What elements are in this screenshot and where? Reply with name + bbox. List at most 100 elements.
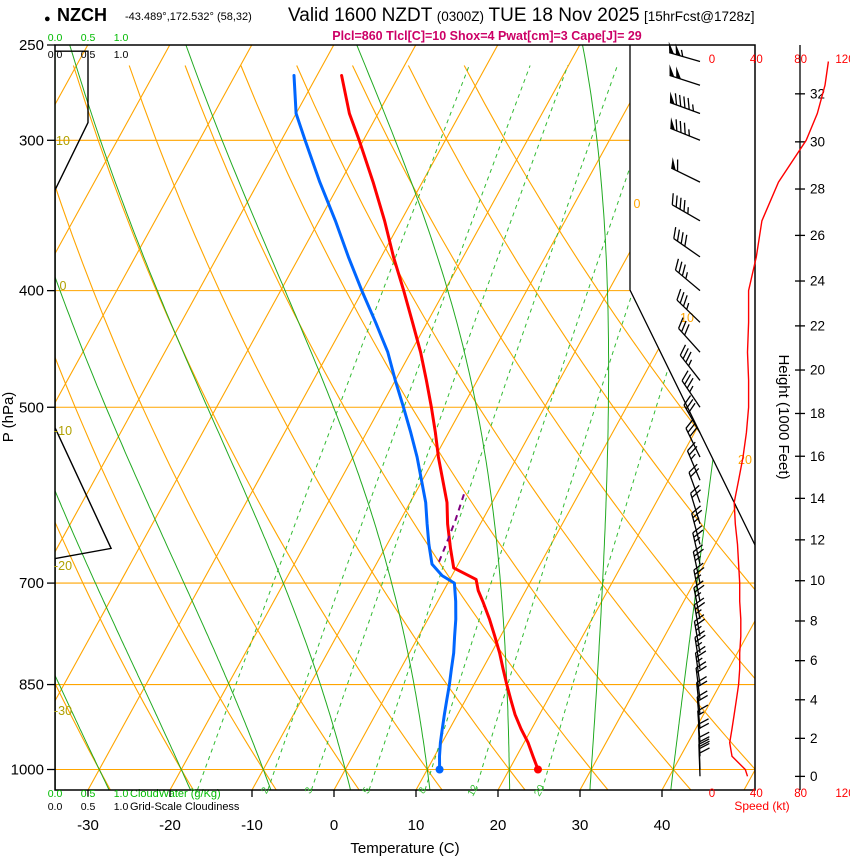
wind-barb-feather (687, 402, 696, 414)
wind-barb-staff (688, 472, 701, 503)
plot-frame (54, 44, 756, 791)
isotherm-line (87, 45, 499, 790)
wind-barb-staff (695, 667, 701, 700)
wind-barb-feather (698, 738, 710, 745)
wind-barb-staff (669, 74, 701, 86)
dry-adiabat-line (55, 65, 194, 790)
wind-barb-feather (694, 567, 705, 575)
pressure-tick-label: 1000 (11, 762, 44, 779)
cloudiness-scale-tick-top: 1.0 (114, 49, 129, 61)
wind-barb-feather (698, 742, 710, 750)
dry-adiabat-line (240, 65, 692, 790)
speed-tick-label-top: 80 (794, 54, 807, 66)
isotherm-label-right: 10 (680, 311, 694, 325)
height-tick-label: 8 (810, 613, 818, 628)
mixing-ratio-label: 5 (361, 785, 374, 796)
isotherm-line (169, 45, 581, 790)
mixing-ratio-label: 12 (466, 783, 481, 799)
wind-barb-feather (679, 291, 685, 304)
speed-tick-label-top: 40 (750, 54, 763, 66)
height-tick-label: 28 (810, 182, 825, 197)
surface-dewpoint-dot (435, 765, 444, 774)
wind-barb-layer (668, 41, 710, 777)
wind-barb-feather (692, 544, 703, 553)
wind-barb-feather (684, 324, 690, 336)
cloudiness-scale-tick-bottom: 0.0 (48, 801, 63, 813)
wind-barb (681, 370, 701, 408)
wind-barb-feather (698, 747, 710, 754)
wind-barb-feather (679, 344, 687, 356)
wind-barb-feather (682, 348, 689, 360)
temperature-tick-label: 10 (408, 817, 425, 834)
wind-barb-half-feather (690, 453, 696, 460)
wind-barb-feather (684, 234, 688, 247)
wind-barb-half-feather (685, 272, 689, 279)
pressure-tick-label: 850 (19, 677, 44, 694)
wind-barb-staff (690, 493, 701, 525)
wind-barb (670, 157, 701, 183)
pressure-axis-title: P (hPa) (0, 392, 17, 443)
isotherm-label-right: 0 (634, 197, 641, 211)
wind-barb (673, 226, 701, 258)
valid-time: Valid 1600 NZDT (0300Z) TUE 18 Nov 2025 … (288, 5, 755, 27)
valid-time-zulu: (0300Z) (436, 9, 485, 24)
wind-barb-staff (676, 299, 701, 323)
dry-adiabat-line (72, 65, 443, 790)
height-tick-label: 22 (810, 318, 825, 333)
forecast-tag: [15hrFcst@1728z] (644, 9, 755, 24)
height-tick-label: 14 (810, 491, 826, 506)
height-axis-title: Height (1000 Feet) (775, 354, 792, 479)
wind-barb-half-feather (688, 129, 690, 137)
parcel-path (438, 493, 466, 563)
wind-barb (676, 288, 701, 323)
cloudwater-scale-tick-top: 0.5 (81, 32, 96, 44)
mixing-ratio-line (475, 65, 709, 790)
mixing-ratio-line (196, 65, 470, 790)
wind-barb-feather (680, 320, 687, 333)
wind-barb-feather (687, 97, 690, 110)
wind-barb-feather (683, 122, 686, 135)
cloudwater-scale-tick-bottom: 1.0 (114, 788, 129, 800)
wind-barb-feather (675, 195, 678, 208)
isotherm-line (333, 45, 745, 790)
isotherm-line (55, 45, 335, 790)
wind-barb (677, 317, 701, 353)
cloudwater-axis-title: CloudWater (g/Kg) (130, 788, 221, 800)
wind-barb (683, 395, 701, 434)
temperature-curve (340, 74, 540, 771)
wind-barb-staff (670, 127, 701, 141)
wind-barb-pennant (669, 91, 675, 105)
cloudiness-scale-tick-bottom: 1.0 (114, 801, 129, 813)
wind-barb-staff (691, 513, 701, 545)
wind-barb-staff (693, 569, 701, 602)
wind-barb-feather (697, 694, 708, 702)
wind-barb-pennant (669, 64, 675, 77)
height-tick-label: 16 (810, 449, 825, 464)
wind-barb-feather (676, 288, 682, 301)
wind-barb-feather (689, 426, 698, 437)
wind-barb (685, 418, 701, 458)
pressure-tick-label: 400 (19, 283, 44, 300)
wind-barb-staff (696, 696, 701, 729)
wind-barb-feather (694, 601, 706, 610)
isotherm-line (743, 45, 755, 790)
wind-barb (688, 463, 701, 503)
dry-adiabat-line (55, 65, 360, 790)
station-bullet-icon: ● (44, 13, 51, 25)
wind-barb-feather (698, 740, 710, 748)
adiabat-label-left: 0 (60, 279, 67, 293)
moist-adiabat-line (582, 45, 610, 790)
mixing-ratio-label: 1 (189, 785, 202, 796)
height-tick-label: 18 (810, 406, 825, 421)
dry-adiabat-line (296, 65, 755, 790)
wind-barb-feather (678, 94, 682, 107)
height-tick-label: 4 (810, 692, 818, 707)
cloudiness-trace (55, 50, 113, 790)
wind-barb-pennant (670, 117, 675, 131)
dry-adiabat-line (407, 65, 755, 790)
wind-barb-feather (698, 736, 710, 743)
grid-layer (55, 45, 755, 790)
speed-axis-title: Speed (kt) (734, 799, 789, 813)
wind-barb-feather (692, 525, 703, 534)
height-tick-label: 26 (810, 228, 825, 243)
